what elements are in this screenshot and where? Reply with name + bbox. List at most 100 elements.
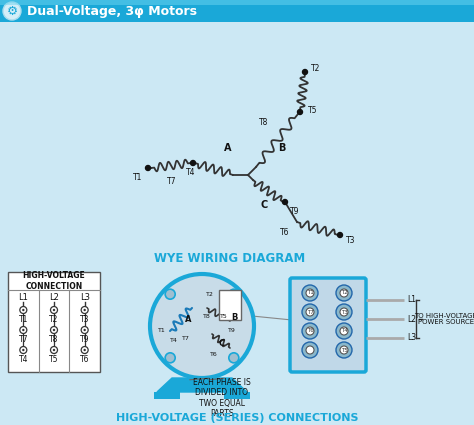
Circle shape	[20, 326, 27, 334]
Circle shape	[340, 289, 348, 297]
Circle shape	[340, 327, 348, 335]
Circle shape	[336, 323, 352, 339]
FancyBboxPatch shape	[0, 0, 474, 5]
Text: T7: T7	[167, 176, 177, 185]
Text: T4: T4	[341, 329, 347, 334]
Text: T7: T7	[307, 309, 313, 314]
FancyBboxPatch shape	[224, 392, 250, 399]
Text: T9: T9	[228, 329, 236, 334]
Text: T1: T1	[133, 173, 143, 181]
Text: C: C	[219, 340, 225, 348]
Circle shape	[53, 349, 55, 351]
Circle shape	[229, 353, 239, 363]
Text: C: C	[260, 200, 268, 210]
Circle shape	[3, 2, 21, 20]
Text: T9: T9	[290, 207, 300, 215]
Text: A: A	[224, 143, 232, 153]
Text: T9: T9	[80, 334, 90, 343]
Circle shape	[51, 346, 57, 354]
Circle shape	[191, 161, 195, 165]
Text: A: A	[185, 315, 191, 325]
Text: T5: T5	[341, 348, 347, 352]
Text: T5: T5	[308, 105, 318, 114]
Text: L1: L1	[18, 294, 28, 303]
Circle shape	[83, 329, 86, 331]
Text: T6: T6	[80, 354, 90, 363]
Circle shape	[81, 306, 88, 314]
Circle shape	[20, 346, 27, 354]
Text: Dual-Voltage, 3φ Motors: Dual-Voltage, 3φ Motors	[27, 5, 197, 17]
Circle shape	[302, 323, 318, 339]
Circle shape	[302, 70, 308, 74]
Circle shape	[340, 308, 348, 316]
Circle shape	[53, 329, 55, 331]
Text: TO HIGH-VOLTAGE
POWER SOURCE: TO HIGH-VOLTAGE POWER SOURCE	[415, 312, 474, 326]
Circle shape	[298, 110, 302, 114]
Text: L2: L2	[49, 294, 59, 303]
Text: T7: T7	[18, 334, 28, 343]
Circle shape	[146, 165, 151, 170]
Circle shape	[165, 353, 175, 363]
Text: T4: T4	[170, 338, 178, 343]
Circle shape	[83, 349, 86, 351]
Text: T2: T2	[206, 292, 214, 297]
Circle shape	[306, 289, 314, 297]
Circle shape	[302, 304, 318, 320]
Circle shape	[150, 274, 254, 378]
Text: T1: T1	[18, 314, 28, 323]
Circle shape	[337, 232, 343, 238]
Text: WYE WIRING DIAGRAM: WYE WIRING DIAGRAM	[155, 252, 306, 264]
Text: T2: T2	[341, 291, 347, 295]
Circle shape	[20, 306, 27, 314]
Circle shape	[83, 309, 86, 311]
FancyBboxPatch shape	[219, 290, 241, 320]
Text: ⚙: ⚙	[6, 5, 18, 17]
Text: T5: T5	[220, 314, 228, 318]
Text: T8: T8	[49, 334, 59, 343]
Circle shape	[51, 326, 57, 334]
Text: HIGH-VOLTAGE (SERIES) CONNECTIONS: HIGH-VOLTAGE (SERIES) CONNECTIONS	[116, 413, 358, 423]
Circle shape	[283, 199, 288, 204]
Text: T5: T5	[49, 354, 59, 363]
Circle shape	[81, 346, 88, 354]
Text: T3: T3	[346, 235, 356, 244]
Text: T6: T6	[210, 351, 218, 357]
Circle shape	[302, 285, 318, 301]
Text: T4: T4	[18, 354, 28, 363]
Text: T1: T1	[307, 291, 313, 295]
Text: T1: T1	[158, 329, 166, 334]
Circle shape	[306, 346, 314, 354]
Circle shape	[306, 308, 314, 316]
Text: T3: T3	[341, 309, 347, 314]
Text: T8: T8	[259, 117, 269, 127]
Text: T2: T2	[49, 314, 59, 323]
Circle shape	[336, 342, 352, 358]
Text: B: B	[231, 314, 237, 323]
Circle shape	[302, 342, 318, 358]
Text: T3: T3	[80, 314, 90, 323]
Circle shape	[22, 329, 25, 331]
Circle shape	[340, 346, 348, 354]
Text: T4: T4	[186, 167, 196, 176]
Text: B: B	[278, 143, 286, 153]
Text: T7: T7	[182, 335, 190, 340]
Circle shape	[51, 306, 57, 314]
Text: EACH PHASE IS
DIVIDED INTO
TWO EQUAL
PARTS: EACH PHASE IS DIVIDED INTO TWO EQUAL PAR…	[193, 378, 251, 418]
Circle shape	[22, 349, 25, 351]
Text: T8: T8	[203, 314, 211, 318]
Circle shape	[165, 289, 175, 299]
Circle shape	[336, 285, 352, 301]
Circle shape	[22, 309, 25, 311]
Text: T2: T2	[311, 63, 321, 73]
Text: L3: L3	[407, 334, 416, 343]
Circle shape	[81, 326, 88, 334]
Text: T6: T6	[307, 329, 313, 334]
Text: HIGH-VOLTAGE
CONNECTION: HIGH-VOLTAGE CONNECTION	[23, 271, 85, 291]
Circle shape	[336, 304, 352, 320]
Text: T6: T6	[280, 227, 290, 236]
Circle shape	[229, 289, 239, 299]
FancyBboxPatch shape	[290, 278, 366, 372]
FancyBboxPatch shape	[0, 0, 474, 22]
Text: L3: L3	[80, 294, 90, 303]
Text: L2: L2	[407, 314, 416, 323]
